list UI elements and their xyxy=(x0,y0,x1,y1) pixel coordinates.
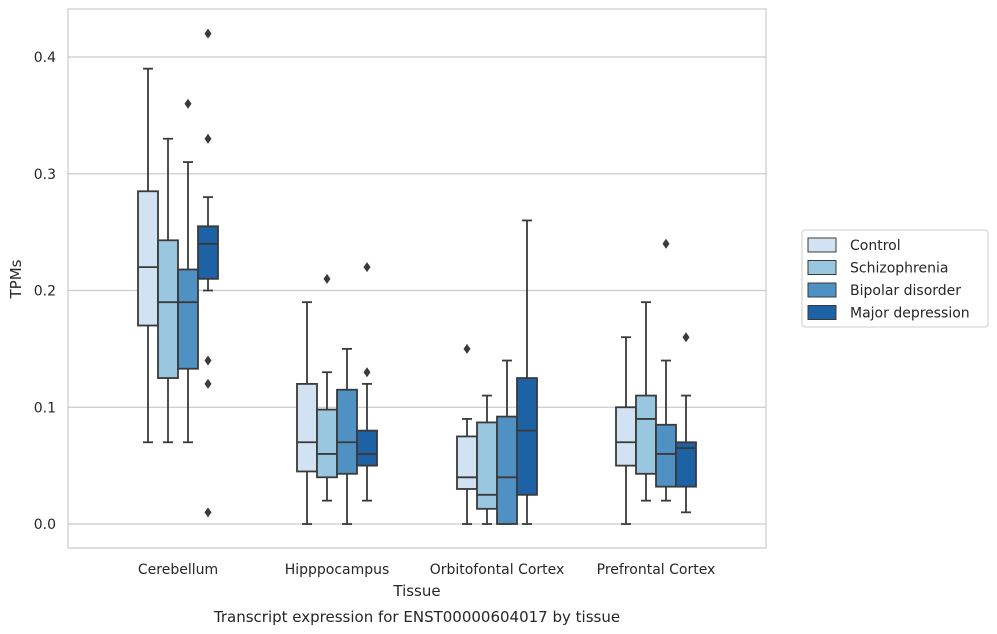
box-body xyxy=(357,431,377,466)
x-tick-label: Orbitofontal Cortex xyxy=(430,562,565,578)
outlier-marker xyxy=(205,379,212,389)
box-bipolar-disorder xyxy=(178,99,198,443)
legend-label: Control xyxy=(850,238,901,254)
box-major-depression xyxy=(198,29,218,518)
outlier-marker xyxy=(205,356,212,366)
box-control xyxy=(297,302,317,524)
box-schizophrenia xyxy=(636,302,656,500)
legend-swatch xyxy=(808,306,836,320)
box-body xyxy=(337,390,357,474)
y-axis-title: TPMs xyxy=(7,259,25,299)
box-control xyxy=(138,69,158,443)
outlier-marker xyxy=(185,99,192,109)
box-body xyxy=(138,191,158,325)
legend-swatch xyxy=(808,283,836,297)
y-tick-label: 0.0 xyxy=(34,517,56,533)
legend-swatch xyxy=(808,238,836,252)
box-body xyxy=(656,425,676,487)
outlier-marker xyxy=(364,367,371,377)
box-body xyxy=(297,384,317,472)
box-body xyxy=(517,378,537,495)
box-bipolar-disorder xyxy=(497,361,517,524)
box-plot-groups xyxy=(138,29,696,524)
box-control xyxy=(616,337,636,524)
legend-label: Schizophrenia xyxy=(850,261,948,277)
outlier-marker xyxy=(324,274,331,284)
x-tick-label: Cerebellum xyxy=(138,562,218,578)
y-tick-label: 0.2 xyxy=(34,284,56,300)
x-axis-title: Tissue xyxy=(392,582,440,600)
outlier-marker xyxy=(205,134,212,144)
outlier-marker xyxy=(663,239,670,249)
legend: Control Schizophrenia Bipolar disorder Majo… xyxy=(802,230,988,327)
legend-label: Bipolar disorder xyxy=(850,283,961,299)
chart-title: Transcript expression for ENST0000060401… xyxy=(213,608,620,626)
box-body xyxy=(497,417,517,524)
outlier-marker xyxy=(205,507,212,517)
x-axis-ticks: Cerebellum Hipppocampus Orbitofontal Corte… xyxy=(138,562,715,578)
box-body xyxy=(198,226,218,279)
box-body xyxy=(636,396,656,474)
outlier-marker xyxy=(364,262,371,272)
box-schizophrenia xyxy=(158,139,178,443)
outlier-marker xyxy=(683,332,690,342)
y-tick-label: 0.3 xyxy=(34,167,56,183)
outlier-marker xyxy=(205,29,212,39)
box-bipolar-disorder xyxy=(656,239,676,501)
outlier-marker xyxy=(464,344,471,354)
box-major-depression xyxy=(676,332,696,512)
box-major-depression xyxy=(517,220,537,524)
box-bipolar-disorder xyxy=(337,349,357,524)
box-schizophrenia xyxy=(317,274,337,501)
box-schizophrenia xyxy=(477,396,497,524)
legend-label: Major depression xyxy=(850,306,970,322)
legend-swatch xyxy=(808,261,836,275)
box-plot-chart: 0.0 0.1 0.2 0.3 0.4 Cerebellum Hipppocampus Or… xyxy=(0,0,997,634)
box-body xyxy=(158,240,178,378)
box-control xyxy=(457,344,477,524)
y-tick-label: 0.1 xyxy=(34,400,56,416)
box-body xyxy=(616,407,636,465)
box-body xyxy=(477,422,497,508)
x-tick-label: Prefrontal Cortex xyxy=(597,562,716,578)
box-major-depression xyxy=(357,262,377,501)
x-tick-label: Hipppocampus xyxy=(285,562,390,578)
y-axis-ticks: 0.0 0.1 0.2 0.3 0.4 xyxy=(34,50,56,533)
box-body xyxy=(317,410,337,478)
box-body xyxy=(457,436,477,489)
y-tick-label: 0.4 xyxy=(34,50,56,66)
box-body xyxy=(178,269,198,368)
